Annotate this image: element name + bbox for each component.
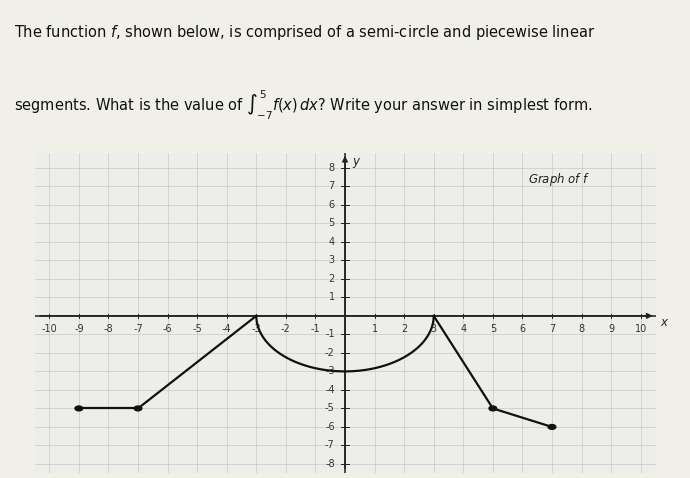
Text: -2: -2: [281, 324, 290, 334]
Text: The function $f$, shown below, is comprised of a semi-circle and piecewise linea: The function $f$, shown below, is compri…: [14, 23, 595, 42]
Text: -4: -4: [325, 385, 335, 395]
Text: -2: -2: [325, 348, 335, 358]
Text: 10: 10: [635, 324, 647, 334]
Text: -9: -9: [74, 324, 83, 334]
Text: -5: -5: [325, 403, 335, 413]
Text: 9: 9: [608, 324, 614, 334]
Text: segments. What is the value of $\int_{-7}^{5} f(x)\,dx$? Write your answer in si: segments. What is the value of $\int_{-7…: [14, 89, 593, 122]
Text: -4: -4: [222, 324, 232, 334]
Circle shape: [489, 406, 497, 411]
Text: -1: -1: [325, 329, 335, 339]
Text: 7: 7: [549, 324, 555, 334]
Text: 3: 3: [431, 324, 437, 334]
Text: 7: 7: [328, 181, 335, 191]
Text: 6: 6: [520, 324, 526, 334]
Text: -5: -5: [193, 324, 202, 334]
Text: 4: 4: [460, 324, 466, 334]
Text: -7: -7: [325, 440, 335, 450]
Circle shape: [548, 424, 556, 429]
Text: 6: 6: [328, 200, 335, 210]
Text: -8: -8: [104, 324, 113, 334]
Text: -6: -6: [325, 422, 335, 432]
Text: 3: 3: [328, 255, 335, 265]
Circle shape: [134, 406, 142, 411]
Text: Graph of $f$: Graph of $f$: [529, 172, 591, 188]
Text: -3: -3: [325, 367, 335, 376]
Text: x: x: [660, 316, 667, 329]
Text: 2: 2: [328, 274, 335, 284]
Text: -8: -8: [325, 459, 335, 469]
Text: 1: 1: [328, 293, 335, 303]
Text: -6: -6: [163, 324, 172, 334]
Text: 1: 1: [371, 324, 377, 334]
Text: 2: 2: [401, 324, 407, 334]
Text: 5: 5: [328, 218, 335, 228]
Text: -10: -10: [41, 324, 57, 334]
Text: 8: 8: [328, 163, 335, 173]
Text: 4: 4: [328, 237, 335, 247]
Text: 8: 8: [578, 324, 584, 334]
Circle shape: [75, 406, 83, 411]
Text: 5: 5: [490, 324, 496, 334]
Text: -1: -1: [310, 324, 320, 334]
Text: y: y: [352, 155, 359, 168]
Text: -7: -7: [133, 324, 143, 334]
Text: -3: -3: [251, 324, 261, 334]
